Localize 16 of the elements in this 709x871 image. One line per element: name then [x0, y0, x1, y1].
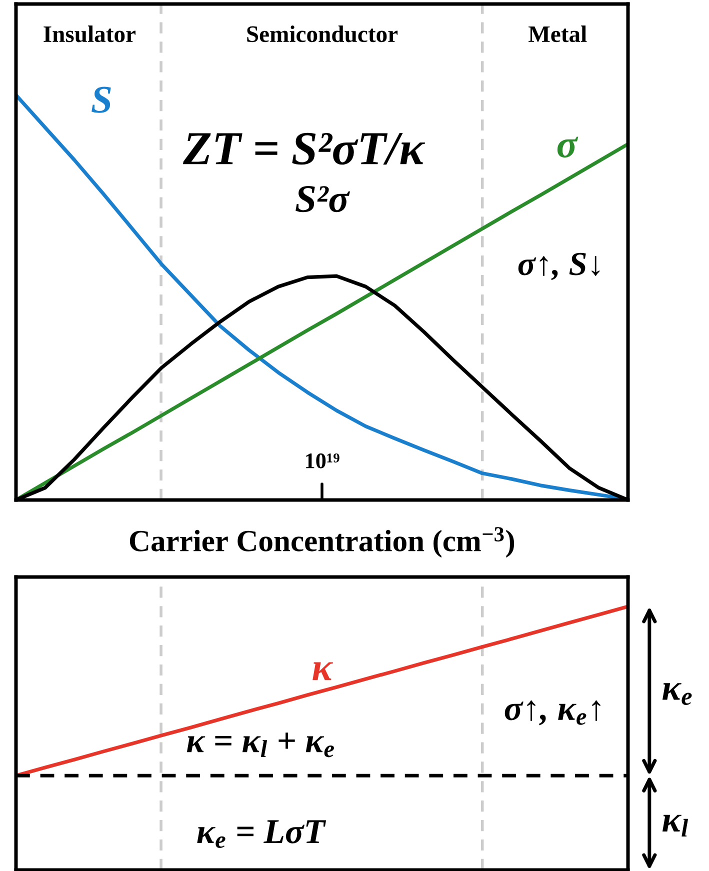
text: Metal — [528, 26, 587, 42]
series-label: κ — [312, 662, 333, 680]
annotation: 10¹⁹ — [306, 453, 340, 468]
annotation: κ = κ$_{l}$ + κ$_{e}$ — [186, 732, 334, 758]
x-axis-title: Carrier Concentration (cm$^{−3}$) — [130, 527, 514, 558]
text: Semiconductor — [247, 26, 398, 42]
text: κ$_{l}$ — [662, 814, 688, 836]
text: κ$_{e}$ — [662, 683, 692, 705]
series-label: S — [92, 86, 111, 113]
series-label: σ — [557, 136, 578, 158]
annotation: σ↑, S↓ — [518, 252, 600, 280]
annotation: σ↑, κ$_{e}$↑ — [504, 700, 600, 726]
series-label: S²σ — [296, 186, 350, 212]
annotation: κ$_{e}$ = LσT — [197, 820, 326, 848]
text: Insulator — [44, 26, 136, 42]
annotation: ZT = S²σT/κ — [182, 132, 426, 165]
